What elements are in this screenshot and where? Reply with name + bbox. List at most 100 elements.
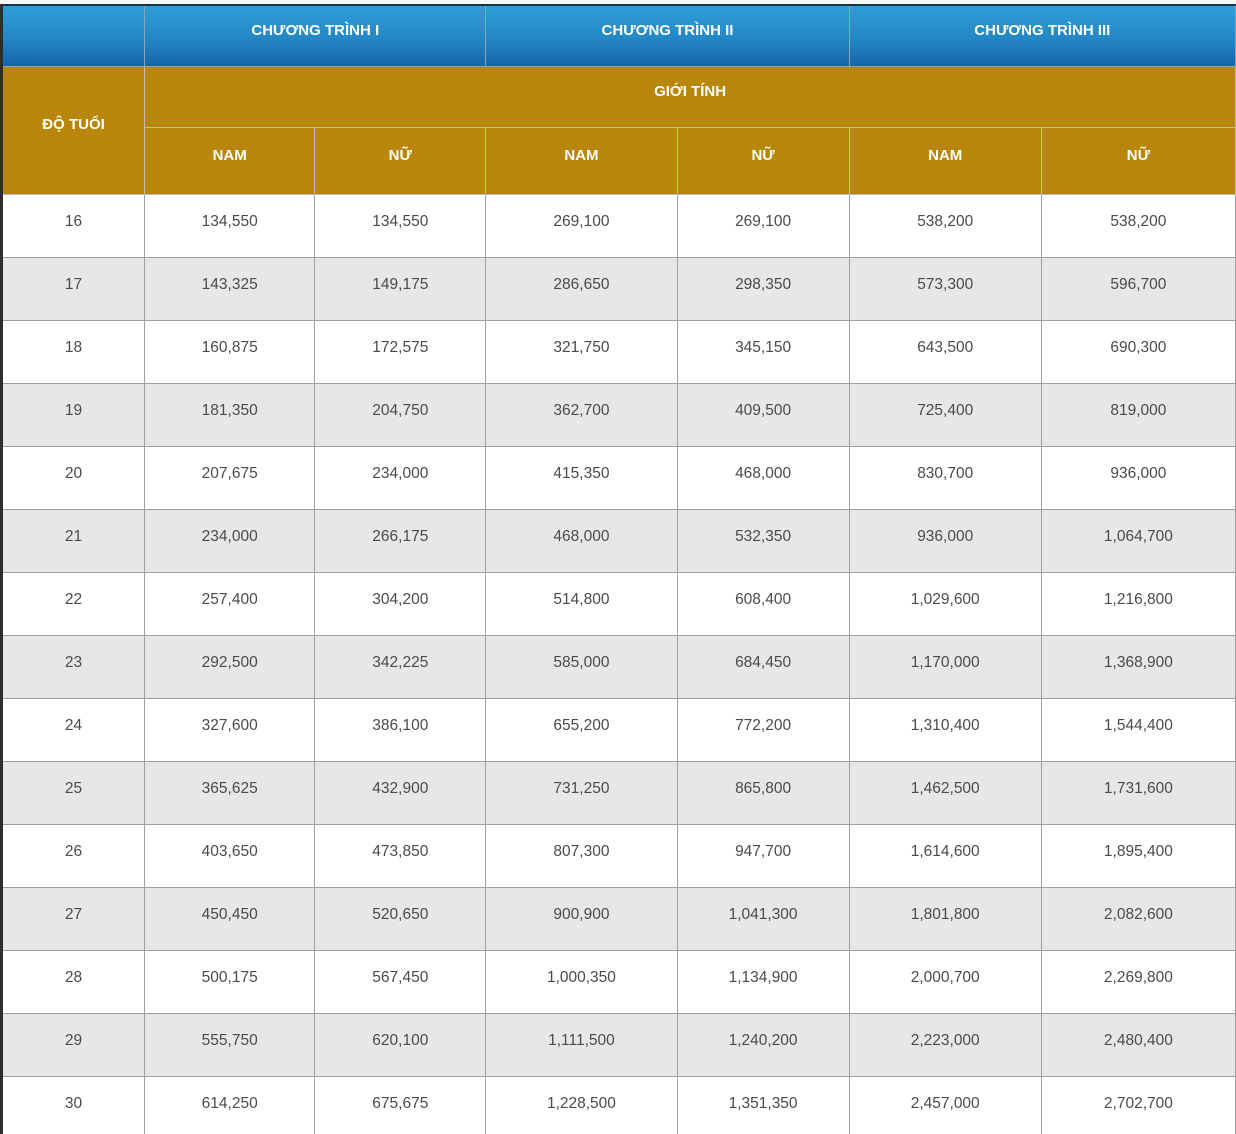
premium-cell: 1,614,600 [848,823,1042,888]
table-row: 25 365,625 432,900 731,250 865,800 1,462… [0,760,1236,825]
premium-cell: 386,100 [314,697,487,762]
premium-cell: 1,029,600 [848,571,1042,636]
table-row: 17 143,325 149,175 286,650 298,350 573,3… [0,256,1236,321]
age-cell: 22 [0,571,146,636]
premium-cell: 725,400 [848,382,1042,447]
premium-cell: 345,150 [676,319,850,384]
premium-cell: 1,064,700 [1040,508,1236,573]
premium-cell: 172,575 [314,319,487,384]
premium-cell: 555,750 [144,1012,316,1077]
premium-cell: 327,600 [144,697,316,762]
premium-cell: 2,223,000 [848,1012,1042,1077]
premium-cell: 1,544,400 [1040,697,1236,762]
premium-cell: 269,100 [676,193,850,258]
table-row: 16 134,550 134,550 269,100 269,100 538,2… [0,193,1236,258]
premium-cell: 415,350 [485,445,678,510]
premium-cell: 432,900 [314,760,487,825]
premium-cell: 2,457,000 [848,1075,1042,1134]
premium-cell: 1,731,600 [1040,760,1236,825]
corner-blank-cell [0,5,146,67]
table-row: 24 327,600 386,100 655,200 772,200 1,310… [0,697,1236,762]
premium-cell: 1,216,800 [1040,571,1236,636]
table-header: CHƯƠNG TRÌNH I CHƯƠNG TRÌNH II CHƯƠNG TR… [0,5,1236,195]
premium-table: CHƯƠNG TRÌNH I CHƯƠNG TRÌNH II CHƯƠNG TR… [0,4,1236,1134]
age-cell: 23 [0,634,146,699]
age-cell: 17 [0,256,146,321]
premium-cell: 2,082,600 [1040,886,1236,951]
premium-cell: 234,000 [144,508,316,573]
table-row: 18 160,875 172,575 321,750 345,150 643,5… [0,319,1236,384]
premium-cell: 675,675 [314,1075,487,1134]
premium-cell: 936,000 [848,508,1042,573]
premium-cell: 292,500 [144,634,316,699]
premium-cell: 1,170,000 [848,634,1042,699]
male-header-1: NAM [144,126,316,195]
age-cell: 24 [0,697,146,762]
premium-cell: 1,041,300 [676,886,850,951]
premium-cell: 520,650 [314,886,487,951]
table-row: 28 500,175 567,450 1,000,350 1,134,900 2… [0,949,1236,1014]
premium-cell: 468,000 [485,508,678,573]
page-top-gap [0,0,1236,4]
premium-cell: 286,650 [485,256,678,321]
premium-cell: 134,550 [144,193,316,258]
premium-cell: 1,462,500 [848,760,1042,825]
table-row: 26 403,650 473,850 807,300 947,700 1,614… [0,823,1236,888]
table-row: 21 234,000 266,175 468,000 532,350 936,0… [0,508,1236,573]
premium-cell: 538,200 [1040,193,1236,258]
premium-cell: 181,350 [144,382,316,447]
table-row: 30 614,250 675,675 1,228,500 1,351,350 2… [0,1075,1236,1134]
premium-cell: 234,000 [314,445,487,510]
program-2-header: CHƯƠNG TRÌNH II [485,5,850,67]
premium-cell: 532,350 [676,508,850,573]
premium-cell: 643,500 [848,319,1042,384]
premium-cell: 538,200 [848,193,1042,258]
program-1-header: CHƯƠNG TRÌNH I [144,5,487,67]
premium-cell: 684,450 [676,634,850,699]
premium-cell: 614,250 [144,1075,316,1134]
premium-cell: 596,700 [1040,256,1236,321]
premium-cell: 409,500 [676,382,850,447]
premium-cell: 772,200 [676,697,850,762]
premium-cell: 585,000 [485,634,678,699]
premium-cell: 936,000 [1040,445,1236,510]
age-cell: 21 [0,508,146,573]
age-cell: 27 [0,886,146,951]
age-cell: 28 [0,949,146,1014]
premium-cell: 1,801,800 [848,886,1042,951]
sex-header-row: NAM NỮ NAM NỮ NAM NỮ [2,126,1236,195]
premium-cell: 865,800 [676,760,850,825]
age-cell: 18 [0,319,146,384]
premium-cell: 321,750 [485,319,678,384]
table-row: 23 292,500 342,225 585,000 684,450 1,170… [0,634,1236,699]
age-cell: 30 [0,1075,146,1134]
premium-cell: 1,310,400 [848,697,1042,762]
premium-cell: 2,702,700 [1040,1075,1236,1134]
age-cell: 25 [0,760,146,825]
premium-cell: 365,625 [144,760,316,825]
table-row: 20 207,675 234,000 415,350 468,000 830,7… [0,445,1236,510]
female-header-1: NỮ [314,126,487,195]
premium-cell: 2,480,400 [1040,1012,1236,1077]
table-row: 27 450,450 520,650 900,900 1,041,300 1,8… [0,886,1236,951]
premium-cell: 514,800 [485,571,678,636]
table-row: 22 257,400 304,200 514,800 608,400 1,029… [0,571,1236,636]
premium-cell: 2,000,700 [848,949,1042,1014]
premium-cell: 573,300 [848,256,1042,321]
age-cell: 19 [0,382,146,447]
premium-cell: 257,400 [144,571,316,636]
premium-cell: 807,300 [485,823,678,888]
premium-cell: 1,240,200 [676,1012,850,1077]
premium-cell: 304,200 [314,571,487,636]
premium-cell: 1,228,500 [485,1075,678,1134]
premium-cell: 160,875 [144,319,316,384]
premium-cell: 207,675 [144,445,316,510]
table-body: 16 134,550 134,550 269,100 269,100 538,2… [0,193,1236,1134]
premium-cell: 298,350 [676,256,850,321]
premium-cell: 1,895,400 [1040,823,1236,888]
age-cell: 20 [0,445,146,510]
premium-cell: 1,368,900 [1040,634,1236,699]
premium-cell: 567,450 [314,949,487,1014]
premium-cell: 1,134,900 [676,949,850,1014]
premium-cell: 2,269,800 [1040,949,1236,1014]
